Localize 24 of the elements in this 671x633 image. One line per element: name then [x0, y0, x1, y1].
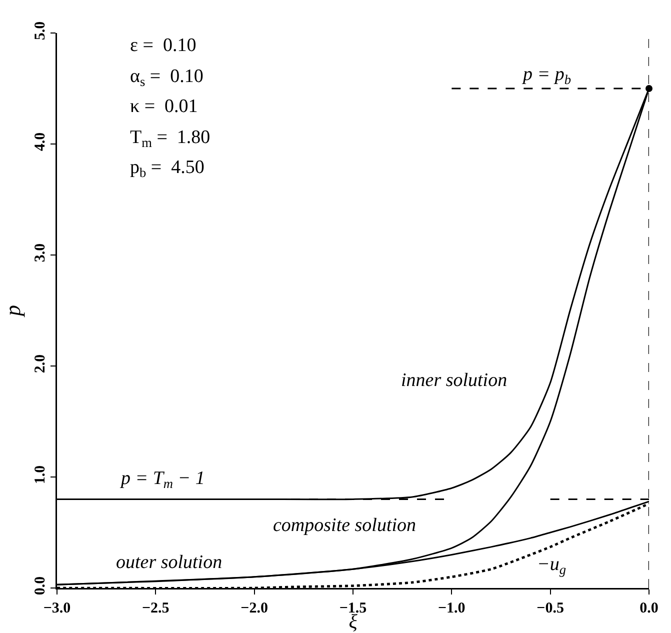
- x-tick-label: −0.5: [536, 600, 564, 616]
- annotation: outer solution: [116, 552, 222, 573]
- x-tick-label: −1.0: [438, 600, 466, 616]
- x-tick-label: −2.5: [142, 600, 170, 616]
- y-tick-label: 4.0: [32, 132, 48, 152]
- annotation: p$_{b}$ = 4.50: [130, 157, 204, 180]
- x-tick-label: 0.0: [640, 600, 658, 616]
- y-tick-label: 1.0: [32, 465, 48, 484]
- y-tick-label: 0.0: [32, 576, 48, 596]
- x-tick-label: −2.0: [240, 600, 268, 616]
- annotation: T$_{m}$ = 1.80: [130, 127, 210, 150]
- y-tick-label: 2.0: [32, 354, 48, 374]
- annotation: κ = 0.01: [130, 96, 198, 117]
- y-tick-label: 3.0: [32, 243, 48, 262]
- annotation: α$_{s}$ = 0.10: [130, 66, 204, 89]
- annotation: p = p$_{b}$: [521, 64, 572, 87]
- annotation: ε = 0.10: [130, 35, 196, 56]
- annotation: p = T$_{m}$ − 1: [119, 468, 205, 491]
- annotation: −u$_{g}$: [537, 554, 566, 577]
- annotation: composite solution: [273, 515, 416, 536]
- y-axis-title: p: [0, 305, 25, 318]
- annotation: inner solution: [401, 370, 508, 391]
- x-tick-label: −3.0: [43, 600, 71, 616]
- y-tick-label: 5.0: [32, 21, 48, 40]
